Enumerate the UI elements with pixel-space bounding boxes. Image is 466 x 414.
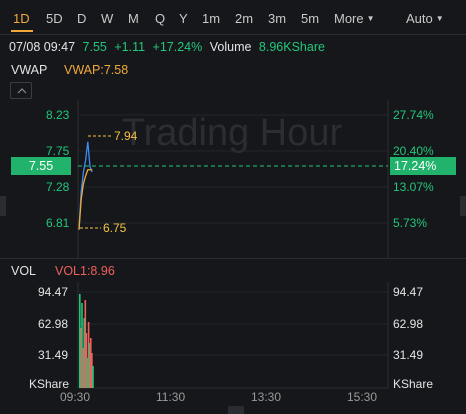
volume-bar: [86, 358, 89, 388]
vol-left-axis-label: 62.98: [38, 317, 69, 331]
more-label: More: [334, 11, 364, 26]
left-axis-label: 7.28: [46, 180, 70, 194]
tab-2m[interactable]: 2m: [235, 11, 254, 26]
left-axis-label: 6.81: [46, 216, 70, 230]
low-price-label: 6.75: [103, 221, 127, 235]
vol1-value: VOL1:8.96: [55, 264, 115, 278]
vol-right-axis-label: 31.49: [393, 348, 424, 362]
time-axis-label: 15:30: [347, 390, 378, 404]
active-tab-underline: [11, 30, 33, 32]
panel-divider: [0, 258, 466, 259]
vwap-series-line: [78, 169, 93, 230]
volume-bar: [82, 348, 84, 388]
watermark-text: Trading Hour: [122, 112, 343, 154]
vwap-value: VWAP:7.58: [64, 63, 129, 77]
volume-bar: [91, 353, 93, 388]
vol-right-axis-label: 62.98: [393, 317, 424, 331]
tab-more[interactable]: More ▼: [334, 11, 375, 26]
tab-m[interactable]: M: [128, 11, 139, 26]
quote-datetime: 07/08 09:47: [9, 40, 76, 54]
left-axis-label: 7.75: [46, 144, 70, 158]
chevron-down-icon: ▼: [435, 14, 444, 23]
tab-y[interactable]: Y: [179, 11, 188, 26]
tab-5m[interactable]: 5m: [301, 11, 320, 26]
vol-left-axis-label: 31.49: [38, 348, 69, 362]
volume-bar: [87, 322, 90, 388]
price-lines: [78, 135, 112, 230]
right-axis-label: 20.40%: [393, 144, 434, 158]
scroll-right-handle[interactable]: [460, 196, 466, 216]
volume-bar: [85, 333, 88, 388]
volume-bars: [79, 294, 94, 388]
quote-change: +1.11: [114, 40, 146, 54]
chevron-down-icon: ▼: [366, 14, 375, 23]
auto-label: Auto: [406, 11, 433, 26]
volume-value: 8.96KShare: [258, 40, 325, 54]
volume-bar: [88, 343, 91, 388]
price-indicator-label[interactable]: VWAP: [11, 63, 48, 77]
time-axis-label: 11:30: [156, 390, 186, 404]
time-axis-label: 13:30: [251, 390, 282, 404]
volume-bar: [92, 366, 94, 388]
tab-1d[interactable]: 1D: [13, 11, 30, 26]
vol-left-axis-label: 94.47: [38, 285, 69, 299]
volume-bar: [81, 303, 83, 388]
price-series-line: [78, 141, 93, 230]
scroll-left-handle[interactable]: [0, 196, 6, 216]
timeframe-tabbar: 1D 5D D W M Q Y 1m 2m 3m 5m More ▼ Auto ▼: [0, 0, 466, 36]
quote-price: 7.55: [82, 40, 107, 54]
left-axis-label: 8.23: [46, 108, 70, 122]
quote-info: 07/08 09:47 7.55 +1.11 +17.24% Volume 8.…: [9, 40, 329, 54]
volume-bar: [90, 338, 92, 388]
tab-d[interactable]: D: [77, 11, 87, 26]
vol-right-axis-unit: KShare: [393, 377, 434, 391]
vol-left-axis-unit: KShare: [29, 377, 70, 391]
volume-indicator-label[interactable]: VOL: [11, 264, 37, 278]
vol-right-axis-label: 94.47: [393, 285, 424, 299]
volume-bar: [84, 300, 87, 388]
volume-bar: [79, 294, 81, 388]
chevron-up-icon: [17, 88, 27, 94]
current-pct-tag: 17.24%: [390, 157, 456, 175]
collapse-button[interactable]: [10, 82, 32, 99]
right-axis-label: 5.73%: [393, 216, 428, 230]
quote-change-pct: +17.24%: [152, 40, 203, 54]
volume-bar: [80, 328, 82, 388]
current-price-tag: 7.55: [11, 157, 71, 175]
auto-dropdown[interactable]: Auto ▼: [406, 11, 444, 26]
price-grid: [77, 100, 389, 258]
right-axis-label: 27.74%: [393, 108, 434, 122]
bottom-drag-handle[interactable]: [228, 406, 244, 414]
tab-1m[interactable]: 1m: [202, 11, 221, 26]
right-axis-label: 13.07%: [393, 180, 434, 194]
tab-w[interactable]: W: [101, 11, 114, 26]
tab-3m[interactable]: 3m: [268, 11, 287, 26]
time-axis-label: 09:30: [60, 390, 91, 404]
tab-q[interactable]: Q: [155, 11, 166, 26]
volume-label: Volume: [209, 40, 252, 54]
tab-5d[interactable]: 5D: [46, 11, 63, 26]
volume-bar: [83, 318, 85, 388]
volume-grid: [77, 282, 389, 389]
high-price-label: 7.94: [114, 129, 138, 143]
divider: [0, 34, 466, 35]
